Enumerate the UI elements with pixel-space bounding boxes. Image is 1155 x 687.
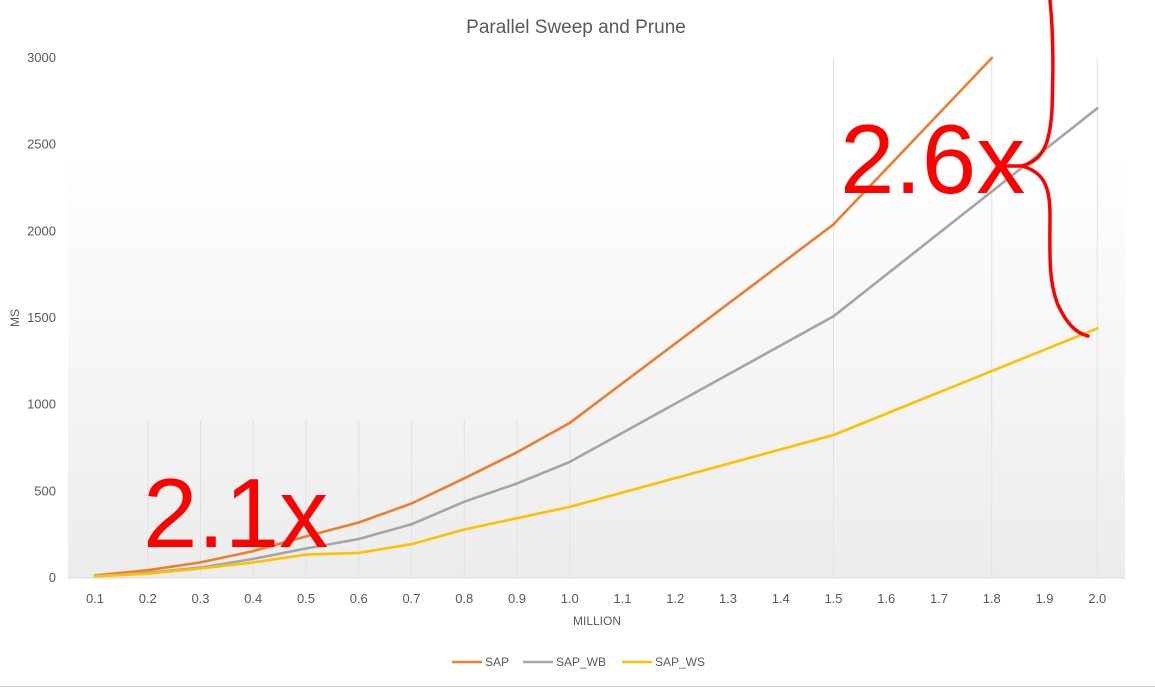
brace-annotation [996, 0, 1090, 338]
data-point [252, 549, 255, 553]
chart-title: Parallel Sweep and Prune [466, 17, 686, 38]
x-tick-label: 2.0 [1088, 591, 1106, 606]
data-point [568, 505, 571, 509]
data-point [304, 535, 308, 538]
x-tick-label: 1.1 [613, 591, 631, 606]
data-point [1096, 327, 1099, 330]
data-point [252, 561, 255, 564]
y-tick-label: 0 [49, 570, 56, 585]
y-tick-label: 1500 [27, 310, 56, 325]
data-point [357, 521, 360, 524]
data-point [410, 523, 413, 526]
data-point [568, 421, 571, 425]
x-tick-label: 1.2 [666, 591, 684, 606]
x-tick-label: 0.7 [402, 591, 420, 606]
data-point [832, 433, 835, 437]
data-point [357, 537, 360, 541]
y-axis-title: MS [8, 309, 22, 327]
annotation-2-6x: 2.6x [840, 104, 1025, 214]
data-point [304, 553, 308, 556]
x-tick-label: 1.5 [824, 591, 842, 606]
x-tick-label: 1.0 [561, 591, 579, 606]
data-point [832, 315, 835, 318]
series-line-sap [93, 56, 994, 577]
data-point [568, 460, 571, 464]
legend-label: SAP_WB [556, 655, 606, 669]
x-axis-title: MILLION [573, 614, 621, 628]
data-point [1096, 107, 1099, 110]
data-point [357, 551, 360, 555]
annotation-2-1x: 2.1x [143, 458, 328, 568]
x-tick-label: 0.8 [455, 591, 473, 606]
y-tick-label: 1000 [27, 397, 56, 412]
y-tick-label: 3000 [27, 50, 56, 65]
data-point [199, 561, 202, 564]
data-point [463, 500, 466, 503]
data-point [515, 482, 519, 485]
x-tick-label: 0.1 [86, 591, 104, 606]
series-line-sap-ws [93, 327, 1099, 578]
x-tick-label: 0.5 [297, 591, 315, 606]
data-point [146, 569, 149, 572]
data-point [199, 567, 202, 570]
x-tick-label: 1.9 [1035, 591, 1053, 606]
x-tick-label: 1.6 [877, 591, 895, 606]
data-point [515, 517, 519, 520]
y-tick-label: 2000 [27, 223, 56, 238]
x-tick-label: 1.3 [719, 591, 737, 606]
legend-label: SAP_WS [655, 655, 705, 669]
x-tick-label: 0.9 [508, 591, 526, 606]
legend-label: SAP [485, 655, 509, 669]
data-point [252, 557, 255, 561]
x-tick-label: 0.3 [191, 591, 209, 606]
legend: SAP SAP_WB SAP_WS [452, 655, 705, 669]
x-tick-label: 0.6 [350, 591, 368, 606]
y-tick-label: 2500 [27, 137, 56, 152]
x-tick-label: 1.7 [930, 591, 948, 606]
data-point [990, 56, 993, 60]
data-point [515, 451, 519, 454]
x-tick-label: 1.4 [772, 591, 790, 606]
data-point [146, 572, 149, 575]
data-point [463, 477, 466, 480]
data-point [410, 543, 413, 546]
data-point [832, 223, 835, 226]
data-point [93, 575, 97, 578]
x-tick-label: 0.4 [244, 591, 262, 606]
y-tick-label: 500 [34, 483, 56, 498]
data-point [463, 528, 466, 531]
plot-background [68, 150, 1125, 578]
data-point [304, 547, 308, 550]
x-tick-label: 0.2 [139, 591, 157, 606]
data-point [410, 502, 413, 505]
x-tick-label: 1.8 [983, 591, 1001, 606]
